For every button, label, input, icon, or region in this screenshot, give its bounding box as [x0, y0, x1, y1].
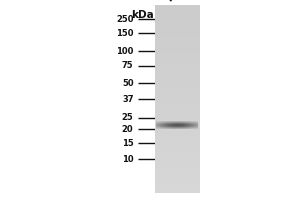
Text: 15: 15: [122, 138, 134, 148]
Text: kDa: kDa: [131, 10, 154, 20]
Text: 150: 150: [116, 28, 134, 38]
Text: 10: 10: [122, 154, 134, 164]
Text: 75: 75: [122, 62, 134, 71]
Text: 50: 50: [122, 78, 134, 88]
Text: 250: 250: [116, 15, 134, 23]
Text: MCF-7: MCF-7: [165, 0, 194, 3]
Text: 37: 37: [122, 95, 134, 104]
Text: 20: 20: [122, 124, 134, 134]
Text: 100: 100: [116, 46, 134, 55]
Text: 25: 25: [122, 114, 134, 122]
